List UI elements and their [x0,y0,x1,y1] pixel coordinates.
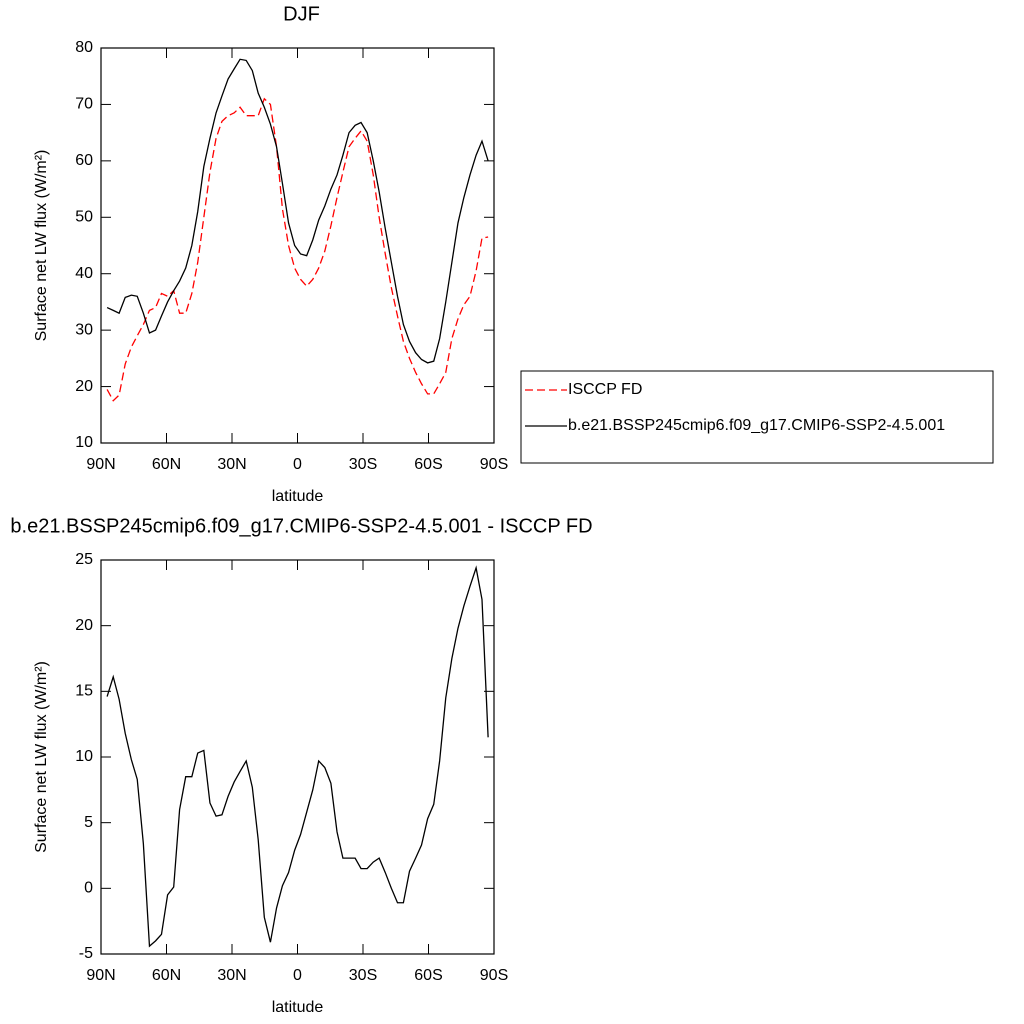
y-tick-label: 80 [75,39,93,56]
data-line [106,58,489,364]
y-tick-label: 20 [75,378,93,395]
y-axis-label: Surface net LW flux (W/m²) [33,661,50,853]
y-tick-label: 10 [75,748,93,765]
y-tick-label: -5 [79,945,93,962]
x-axis-label: latitude [272,999,324,1016]
legend-box [520,370,994,464]
legend-label: ISCCP FD [568,381,642,398]
x-tick-label: 90N [86,456,115,473]
x-tick-label: 30S [349,967,377,984]
x-tick-label: 0 [293,456,302,473]
y-tick-label: 30 [75,321,93,338]
x-tick-label: 60S [414,967,442,984]
y-tick-label: 25 [75,551,93,568]
y-tick-label: 50 [75,209,93,226]
chart-title: DJF [283,3,320,25]
x-axis-label: latitude [272,488,324,505]
x-tick-label: 0 [293,967,302,984]
x-tick-label: 60N [152,456,181,473]
y-tick-label: 40 [75,265,93,282]
y-tick-label: 60 [75,152,93,169]
y-tick-label: 0 [84,880,93,897]
x-tick-label: 30N [217,967,246,984]
y-tick-label: 20 [75,617,93,634]
y-tick-label: 10 [75,434,93,451]
x-tick-label: 60S [414,456,442,473]
x-tick-label: 90N [86,967,115,984]
x-tick-label: 90S [480,967,508,984]
x-tick-label: 30N [217,456,246,473]
x-tick-label: 60N [152,967,181,984]
x-tick-label: 90S [480,456,508,473]
data-line [106,97,489,402]
y-tick-label: 15 [75,683,93,700]
plot-frame [100,559,495,955]
y-axis-label: Surface net LW flux (W/m²) [33,150,50,342]
y-tick-label: 5 [84,814,93,831]
legend-label: b.e21.BSSP245cmip6.f09_g17.CMIP6-SSP2-4.… [568,417,945,434]
data-line [106,565,489,948]
x-tick-label: 30S [349,456,377,473]
chart-title: b.e21.BSSP245cmip6.f09_g17.CMIP6-SSP2-4.… [10,515,592,537]
plot-frame [100,47,495,444]
y-tick-label: 70 [75,96,93,113]
